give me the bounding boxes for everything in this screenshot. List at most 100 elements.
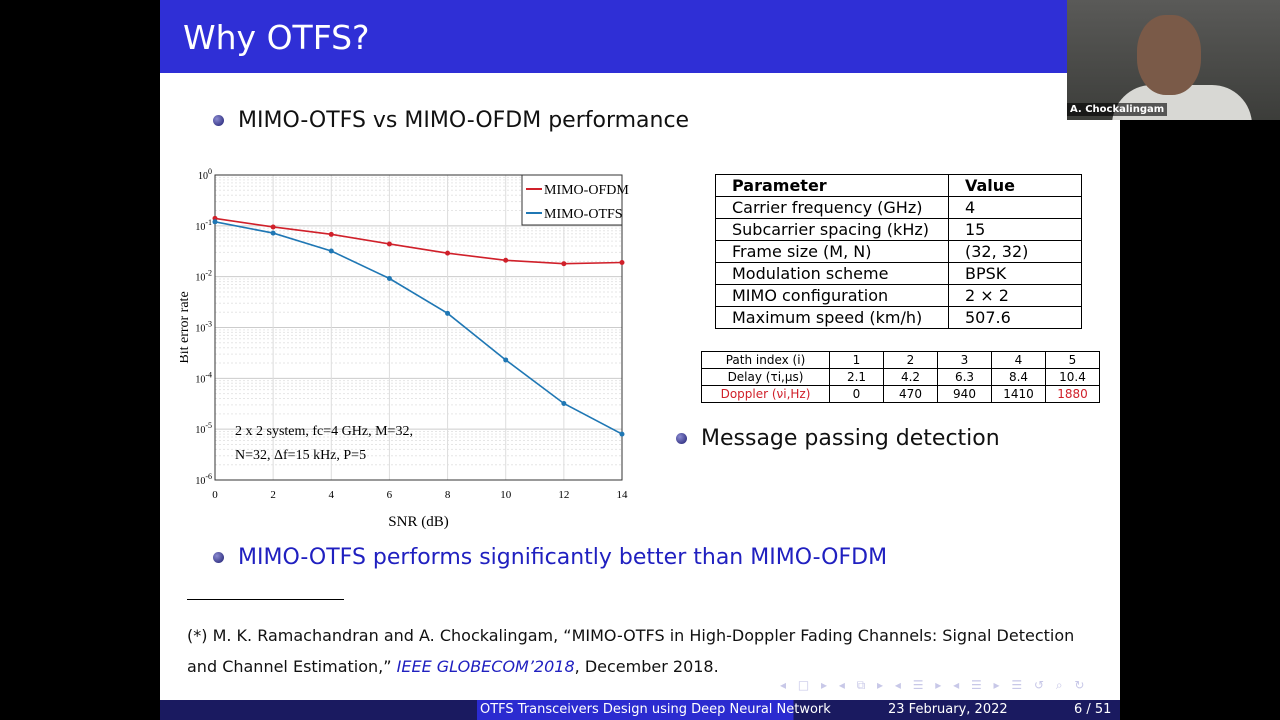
data-point <box>386 241 392 247</box>
table-cell: Delay (τi,μs) <box>701 368 830 386</box>
bullet-icon <box>213 115 224 126</box>
table-cell: BPSK <box>948 262 1082 285</box>
bullet-text: MIMO-OTFS vs MIMO-OFDM performance <box>238 108 690 133</box>
table-row: Maximum speed (km/h) 507.6 <box>715 306 1082 329</box>
series-line <box>214 217 623 265</box>
citation-text: (*) M. K. Ramachandran and A. Chockaling… <box>187 626 1075 676</box>
table-row: MIMO configuration 2 × 2 <box>715 284 1082 307</box>
table-header: Value <box>948 174 1082 197</box>
citation-text: , December 2018. <box>574 657 719 676</box>
table-cell: (32, 32) <box>948 240 1082 263</box>
beamer-navigation[interactable]: ◂ □ ▸ ◂ ⧉ ▸ ◂ ☰ ▸ ◂ ☰ ▸ ☰ ↺ ⌕ ↻ <box>780 678 1089 692</box>
citation: (*) M. K. Ramachandran and A. Chockaling… <box>187 620 1087 682</box>
citation-link[interactable]: IEEE GLOBECOM’2018 <box>396 657 575 676</box>
data-point <box>328 248 334 254</box>
data-point <box>328 231 334 237</box>
table-cell: Subcarrier spacing (kHz) <box>715 218 949 241</box>
data-point <box>619 259 625 265</box>
x-axis-label: SNR (dB) <box>388 514 448 530</box>
data-point <box>561 261 567 267</box>
y-tick-label: 10-2 <box>195 269 212 284</box>
table-cell: Maximum speed (km/h) <box>715 306 949 329</box>
y-tick-label: 10-6 <box>195 472 212 487</box>
y-tick-label: 10-5 <box>195 421 212 436</box>
table-cell: 470 <box>883 385 938 403</box>
table-cell: 4 <box>991 351 1046 369</box>
table-row: Path index (i) 1 2 3 4 5 <box>701 351 1100 369</box>
table-cell: 507.6 <box>948 306 1082 329</box>
x-tick-label: 6 <box>387 489 393 501</box>
table-cell: 2 <box>883 351 938 369</box>
series-line <box>214 221 623 435</box>
slide-header: Why OTFS? <box>160 0 1120 73</box>
legend-label: MIMO-OFDM <box>544 183 629 198</box>
table-row: Doppler (νi,Hz) 0 470 940 1410 1880 <box>701 385 1100 403</box>
data-point <box>619 431 625 437</box>
parameter-table: Parameter Value Carrier frequency (GHz) 4 Su… <box>715 174 1082 329</box>
table-cell: 2.1 <box>829 368 884 386</box>
table-row: Frame size (M, N) (32, 32) <box>715 240 1082 263</box>
bullet-icon <box>676 433 687 444</box>
x-tick-label: 14 <box>617 489 629 501</box>
footer-page: 6 / 51 <box>1074 702 1112 717</box>
chart-annotation: N=32, Δf=15 kHz, P=5 <box>235 448 366 463</box>
table-row: Modulation scheme BPSK <box>715 262 1082 285</box>
table-cell: 8.4 <box>991 368 1046 386</box>
x-tick-label: 12 <box>558 489 569 501</box>
y-tick-label: 10-3 <box>195 320 212 335</box>
bullet-icon <box>213 552 224 563</box>
bullet: MIMO-OTFS vs MIMO-OFDM performance <box>213 108 689 133</box>
legend-label: MIMO-OTFS <box>544 207 623 222</box>
table-cell: 2 × 2 <box>948 284 1082 307</box>
table-cell: Frame size (M, N) <box>715 240 949 263</box>
slide-title: Why OTFS? <box>183 18 370 57</box>
y-tick-label: 10-4 <box>195 370 212 385</box>
table-cell: 15 <box>948 218 1082 241</box>
table-cell: 1410 <box>991 385 1046 403</box>
data-point <box>561 400 567 406</box>
table-cell: 1880 <box>1045 385 1100 403</box>
table-row: Carrier frequency (GHz) 4 <box>715 196 1082 219</box>
legend-box <box>521 174 623 226</box>
data-point <box>386 276 392 282</box>
table-header: Parameter <box>715 174 949 197</box>
footer-talk: OTFS Transceivers Design using Deep Neur… <box>480 702 831 717</box>
x-tick-label: 8 <box>445 489 451 501</box>
participant-name: A. Chockalingam <box>1067 103 1168 116</box>
data-point <box>270 230 276 236</box>
data-point <box>270 224 276 230</box>
table-cell: Carrier frequency (GHz) <box>715 196 949 219</box>
y-axis-label: Bit error rate <box>180 291 192 363</box>
data-point <box>503 357 509 363</box>
table-cell: 3 <box>937 351 992 369</box>
x-tick-label: 2 <box>270 489 276 501</box>
table-cell: 0 <box>829 385 884 403</box>
chart-annotation: 2 x 2 system, fc=4 GHz, M=32, <box>235 424 413 439</box>
table-cell: Modulation scheme <box>715 262 949 285</box>
webcam-video: A. Chockalingam <box>1067 0 1280 120</box>
table-cell: 1 <box>829 351 884 369</box>
table-cell: MIMO configuration <box>715 284 949 307</box>
data-point <box>212 219 218 225</box>
path-table: Path index (i) 1 2 3 4 5 Delay (τi,μs) 2.1 4.2 6.… <box>701 351 1100 403</box>
y-tick-label: 10-1 <box>195 218 212 233</box>
x-tick-label: 10 <box>500 489 512 501</box>
table-cell: 940 <box>937 385 992 403</box>
slide-footer: OTFS Transceivers Design using Deep Neur… <box>160 700 1120 720</box>
table-cell: Doppler (νi,Hz) <box>701 385 830 403</box>
ber-chart: 0 2 4 6 8 10 12 14 100 10-1 10-2 10-3 10-4 10-5 10-6 SN… <box>180 167 629 530</box>
x-tick-label: 4 <box>329 489 335 501</box>
footer-date: 23 February, 2022 <box>888 702 1008 717</box>
divider <box>187 599 344 600</box>
y-tick-label: 100 <box>198 167 212 182</box>
table-cell: 4.2 <box>883 368 938 386</box>
table-cell: 4 <box>948 196 1082 219</box>
table-cell: 10.4 <box>1045 368 1100 386</box>
participant-face <box>1137 15 1201 95</box>
table-cell: 5 <box>1045 351 1100 369</box>
presentation-slide: Why OTFS? MIMO-OTFS vs MIMO-OFDM perform… <box>160 0 1120 720</box>
plot-frame <box>214 174 623 481</box>
table-row: Delay (τi,μs) 2.1 4.2 6.3 8.4 10.4 <box>701 368 1100 386</box>
table-cell: Path index (i) <box>701 351 830 369</box>
bullet: Message passing detection <box>676 426 1000 451</box>
